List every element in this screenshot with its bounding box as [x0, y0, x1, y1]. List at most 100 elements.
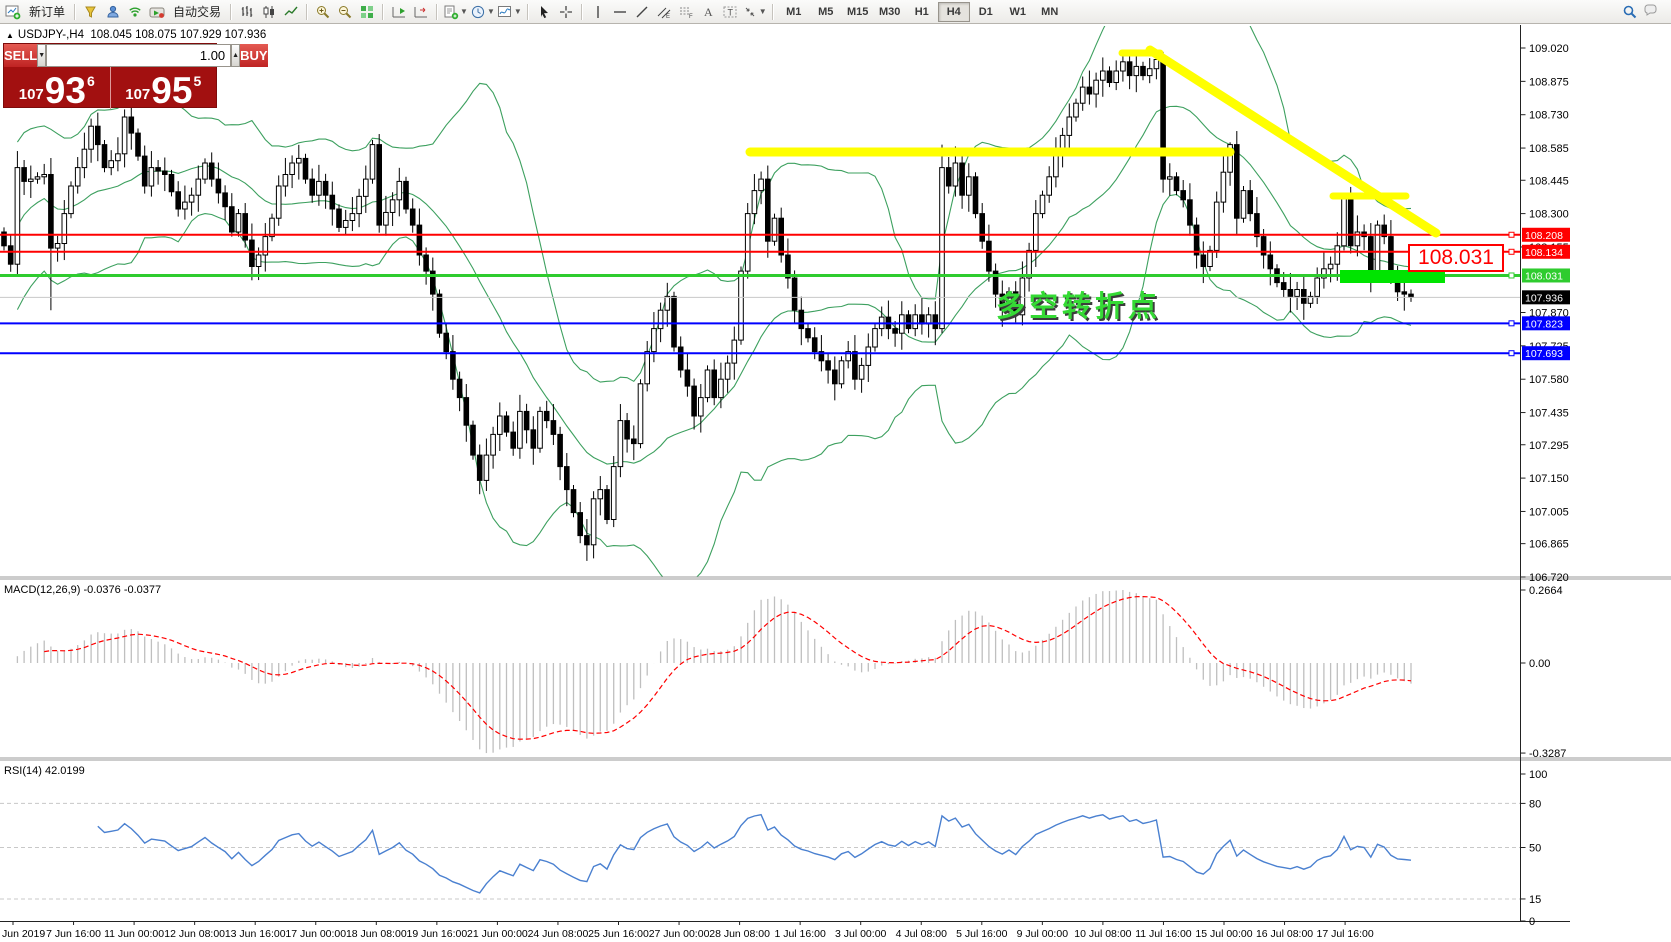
price-tick-label: 108.300	[1529, 209, 1569, 221]
hline-handle	[1508, 320, 1515, 327]
tab-timeframe-m30[interactable]: M30	[879, 5, 901, 18]
candle-bear	[1160, 59, 1166, 180]
hline-handle	[1508, 248, 1515, 255]
candle-bull	[396, 180, 403, 201]
tab-timeframe-m5[interactable]: M5	[818, 5, 834, 18]
price-badge-label: 108.134	[1525, 247, 1563, 259]
line-chart-icon[interactable]	[281, 2, 301, 22]
tab-timeframe-mn[interactable]: MN	[1041, 5, 1059, 18]
zoom-in-icon[interactable]	[313, 2, 333, 22]
candle-bear	[510, 431, 516, 449]
candle-bear	[21, 167, 27, 182]
time-axis: Jun 2019 7 Jun 16:00 11 Jun 00:00 12 Jun 08…	[2, 921, 1374, 940]
tab-timeframe-h1[interactable]: H1	[914, 5, 929, 18]
candle-bear	[604, 489, 610, 521]
candle-bear	[691, 385, 697, 417]
indicators-icon[interactable]: ▼	[497, 2, 522, 22]
text-icon[interactable]: A	[698, 2, 718, 22]
candle-bull	[235, 213, 242, 233]
auto-scroll-icon[interactable]	[389, 2, 409, 22]
candle-bull	[718, 378, 724, 399]
candle-bull	[617, 420, 624, 468]
tab-timeframe-h4[interactable]: H4	[937, 1, 970, 22]
candle-bull	[1073, 102, 1079, 118]
trendline-icon[interactable]	[632, 2, 652, 22]
tab-timeframe-m15[interactable]: M15	[847, 5, 869, 18]
candle-bull	[738, 270, 744, 341]
candle-bull	[1213, 201, 1220, 251]
candle-bear	[168, 174, 175, 193]
autotrading-icon[interactable]	[147, 2, 167, 22]
candle-bear	[128, 116, 135, 134]
search-icon[interactable]	[1620, 2, 1640, 22]
sell-price[interactable]: 107 93 6	[4, 67, 110, 109]
candle-bear	[1200, 254, 1207, 268]
candle-bear	[1140, 65, 1146, 77]
hline-handle	[1508, 272, 1515, 279]
tab-timeframe-w1[interactable]: W1	[1009, 5, 1026, 18]
chat-icon[interactable]	[1642, 2, 1662, 22]
cursor-icon[interactable]	[534, 2, 554, 22]
candle-bull	[269, 217, 275, 238]
tab-timeframe-m1[interactable]: M1	[786, 5, 802, 18]
time-tick-label: 12 Jun 08:00	[164, 928, 225, 940]
time-tick-label: 1 Jul 16:00	[774, 928, 826, 940]
vertical-line-icon[interactable]	[588, 2, 608, 22]
candle-chart-icon[interactable]	[259, 2, 279, 22]
tab-timeframe-d1[interactable]: D1	[978, 5, 993, 18]
experts-icon[interactable]	[103, 2, 123, 22]
sell-button[interactable]: SELL	[4, 44, 38, 67]
new-chart-icon[interactable]	[3, 2, 23, 22]
candle-bull	[731, 339, 738, 364]
sell-price-pips: 93	[44, 69, 86, 111]
candle-bear	[403, 180, 409, 210]
price-badge	[1522, 227, 1570, 242]
candle-bear	[215, 178, 222, 194]
styler-icon[interactable]	[81, 2, 101, 22]
candle-bear	[832, 369, 838, 385]
candle-bull	[845, 351, 852, 362]
candle-bull	[939, 167, 945, 330]
candle-bear	[416, 224, 423, 256]
templates-icon[interactable]: ▼	[443, 2, 468, 22]
candle-bull	[34, 176, 41, 180]
new-order-button[interactable]: 新订单	[25, 2, 69, 22]
horizontal-line-icon[interactable]	[610, 2, 630, 22]
candle-bear	[409, 208, 416, 226]
toolbar-separator	[230, 3, 233, 20]
text-label-icon[interactable]: T	[720, 2, 740, 22]
candle-bull	[698, 397, 704, 417]
candle-bear	[778, 217, 785, 256]
arrows-icon[interactable]: ▼	[742, 2, 767, 22]
price-badge-label: 108.031	[1525, 270, 1563, 282]
volume-increase-button[interactable]: ▲	[231, 44, 241, 67]
candle-bull	[1100, 70, 1106, 81]
candle-bull	[537, 410, 543, 449]
green-highlight-rect[interactable]	[1340, 270, 1445, 283]
signals-icon[interactable]	[125, 2, 145, 22]
equidistant-channel-icon[interactable]: E	[654, 2, 674, 22]
candle-bear	[101, 144, 108, 169]
crosshair-icon[interactable]	[556, 2, 576, 22]
candle-bear	[1180, 190, 1187, 201]
fibonacci-icon[interactable]: F	[676, 2, 696, 22]
autotrading-button[interactable]: 自动交易	[169, 2, 225, 22]
buy-button[interactable]: BUY	[240, 44, 268, 67]
tile-windows-icon[interactable]	[357, 2, 377, 22]
rsi-line	[97, 813, 1412, 894]
zoom-out-icon[interactable]	[335, 2, 355, 22]
volume-input[interactable]	[46, 44, 232, 67]
price-tick-label: 107.295	[1529, 440, 1569, 452]
hline-handle	[1508, 231, 1515, 238]
chart-shift-icon[interactable]	[411, 2, 431, 22]
volume-decrease-button[interactable]: ▼	[37, 44, 47, 67]
time-tick-label: 13 Jun 16:00	[225, 928, 286, 940]
bar-chart-icon[interactable]	[237, 2, 257, 22]
candle-bull	[14, 167, 21, 265]
yellow-trendline[interactable]	[1145, 45, 1441, 238]
buy-price[interactable]: 107 95 5	[111, 67, 217, 109]
candle-bull	[282, 174, 289, 187]
periods-icon[interactable]: ▼	[470, 2, 495, 22]
candle-bull	[383, 211, 389, 226]
